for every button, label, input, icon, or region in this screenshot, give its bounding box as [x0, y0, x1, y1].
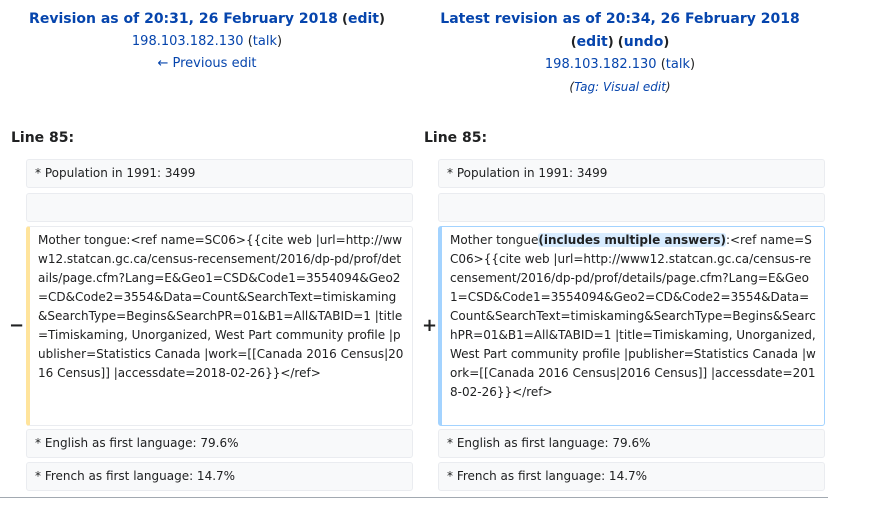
paren-close: ): [663, 35, 670, 50]
inserted-text-after: :<ref name=SC06>{{cite web |url=http://w…: [450, 233, 816, 399]
left-line-number: Line 85:: [11, 130, 75, 146]
tag-visual-edit-link[interactable]: Visual edit: [602, 80, 666, 94]
paren-open: (: [247, 34, 253, 49]
paren-open: (: [570, 35, 577, 50]
tag-line: (Tag: Visual edit): [413, 76, 827, 98]
insertion-marker: +: [422, 315, 438, 336]
right-line-number: Line 85:: [424, 130, 488, 146]
paren-open: (: [342, 12, 348, 27]
new-talk-link[interactable]: talk: [665, 57, 690, 72]
new-user-link[interactable]: 198.103.182.130: [544, 57, 657, 72]
old-user-link[interactable]: 198.103.182.130: [131, 34, 244, 49]
old-edit-link[interactable]: edit: [347, 11, 379, 27]
divider: [0, 497, 828, 498]
inserted-line: Mother tongue(includes multiple answers)…: [438, 226, 825, 426]
old-talk-link[interactable]: talk: [252, 34, 277, 49]
empty-context-line-right: [438, 193, 825, 222]
old-revision-header: Revision as of 20:31, 26 February 2018 (…: [0, 8, 414, 75]
paren-close: ): [277, 34, 283, 49]
inserted-highlight: (includes multiple answers): [538, 233, 726, 247]
inserted-text-before: Mother tongue: [450, 233, 539, 247]
context-line-right: * Population in 1991: 3499: [438, 159, 825, 188]
context-line-left: * English as first language: 79.6%: [26, 429, 413, 458]
old-revision-link[interactable]: Revision as of 20:31, 26 February 2018: [29, 11, 338, 27]
paren-close: ): [379, 12, 385, 27]
paren-close: ): [690, 57, 696, 72]
context-line-right: * English as first language: 79.6%: [438, 429, 825, 458]
paren-open: (: [617, 35, 624, 50]
context-line-left: * French as first language: 14.7%: [26, 462, 413, 491]
tag-label-link[interactable]: Tag:: [574, 80, 603, 94]
undo-link[interactable]: undo: [623, 34, 664, 50]
paren-close: ): [665, 80, 671, 94]
empty-context-line-left: [26, 193, 413, 222]
deleted-line: Mother tongue:<ref name=SC06>{{cite web …: [26, 226, 413, 426]
paren-open: (: [660, 57, 666, 72]
new-edit-link[interactable]: edit: [576, 34, 608, 50]
context-line-left: * Population in 1991: 3499: [26, 159, 413, 188]
new-revision-link[interactable]: Latest revision as of 20:34, 26 February…: [440, 11, 800, 27]
context-line-right: * French as first language: 14.7%: [438, 462, 825, 491]
paren-open: (: [569, 80, 575, 94]
deletion-marker: −: [9, 315, 25, 336]
new-revision-header: Latest revision as of 20:34, 26 February…: [413, 8, 827, 98]
previous-edit-link[interactable]: ← Previous edit: [157, 56, 257, 71]
paren-close: ): [607, 35, 614, 50]
